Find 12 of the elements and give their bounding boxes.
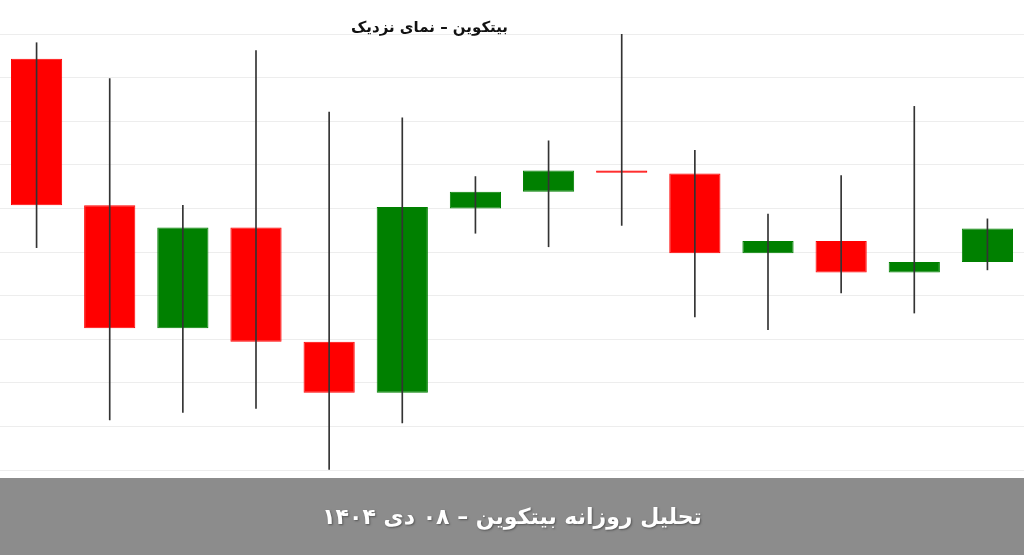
text: تحلیل روزانه بیتکوین – ۰۸ دی ۱۴۰۴: [322, 502, 702, 532]
chart-title: بیتکوین – نمای نزدیک: [350, 17, 508, 37]
candlestick: [303, 111, 355, 470]
candlestick: [157, 205, 209, 413]
candlestick: [376, 117, 428, 424]
candlestick: [742, 213, 794, 330]
candlestick: [669, 150, 721, 318]
candlestick: [230, 50, 282, 409]
candlestick: [596, 34, 648, 226]
candlestick: [815, 175, 867, 294]
candlestick: [84, 78, 136, 421]
candlestick: [888, 106, 940, 314]
